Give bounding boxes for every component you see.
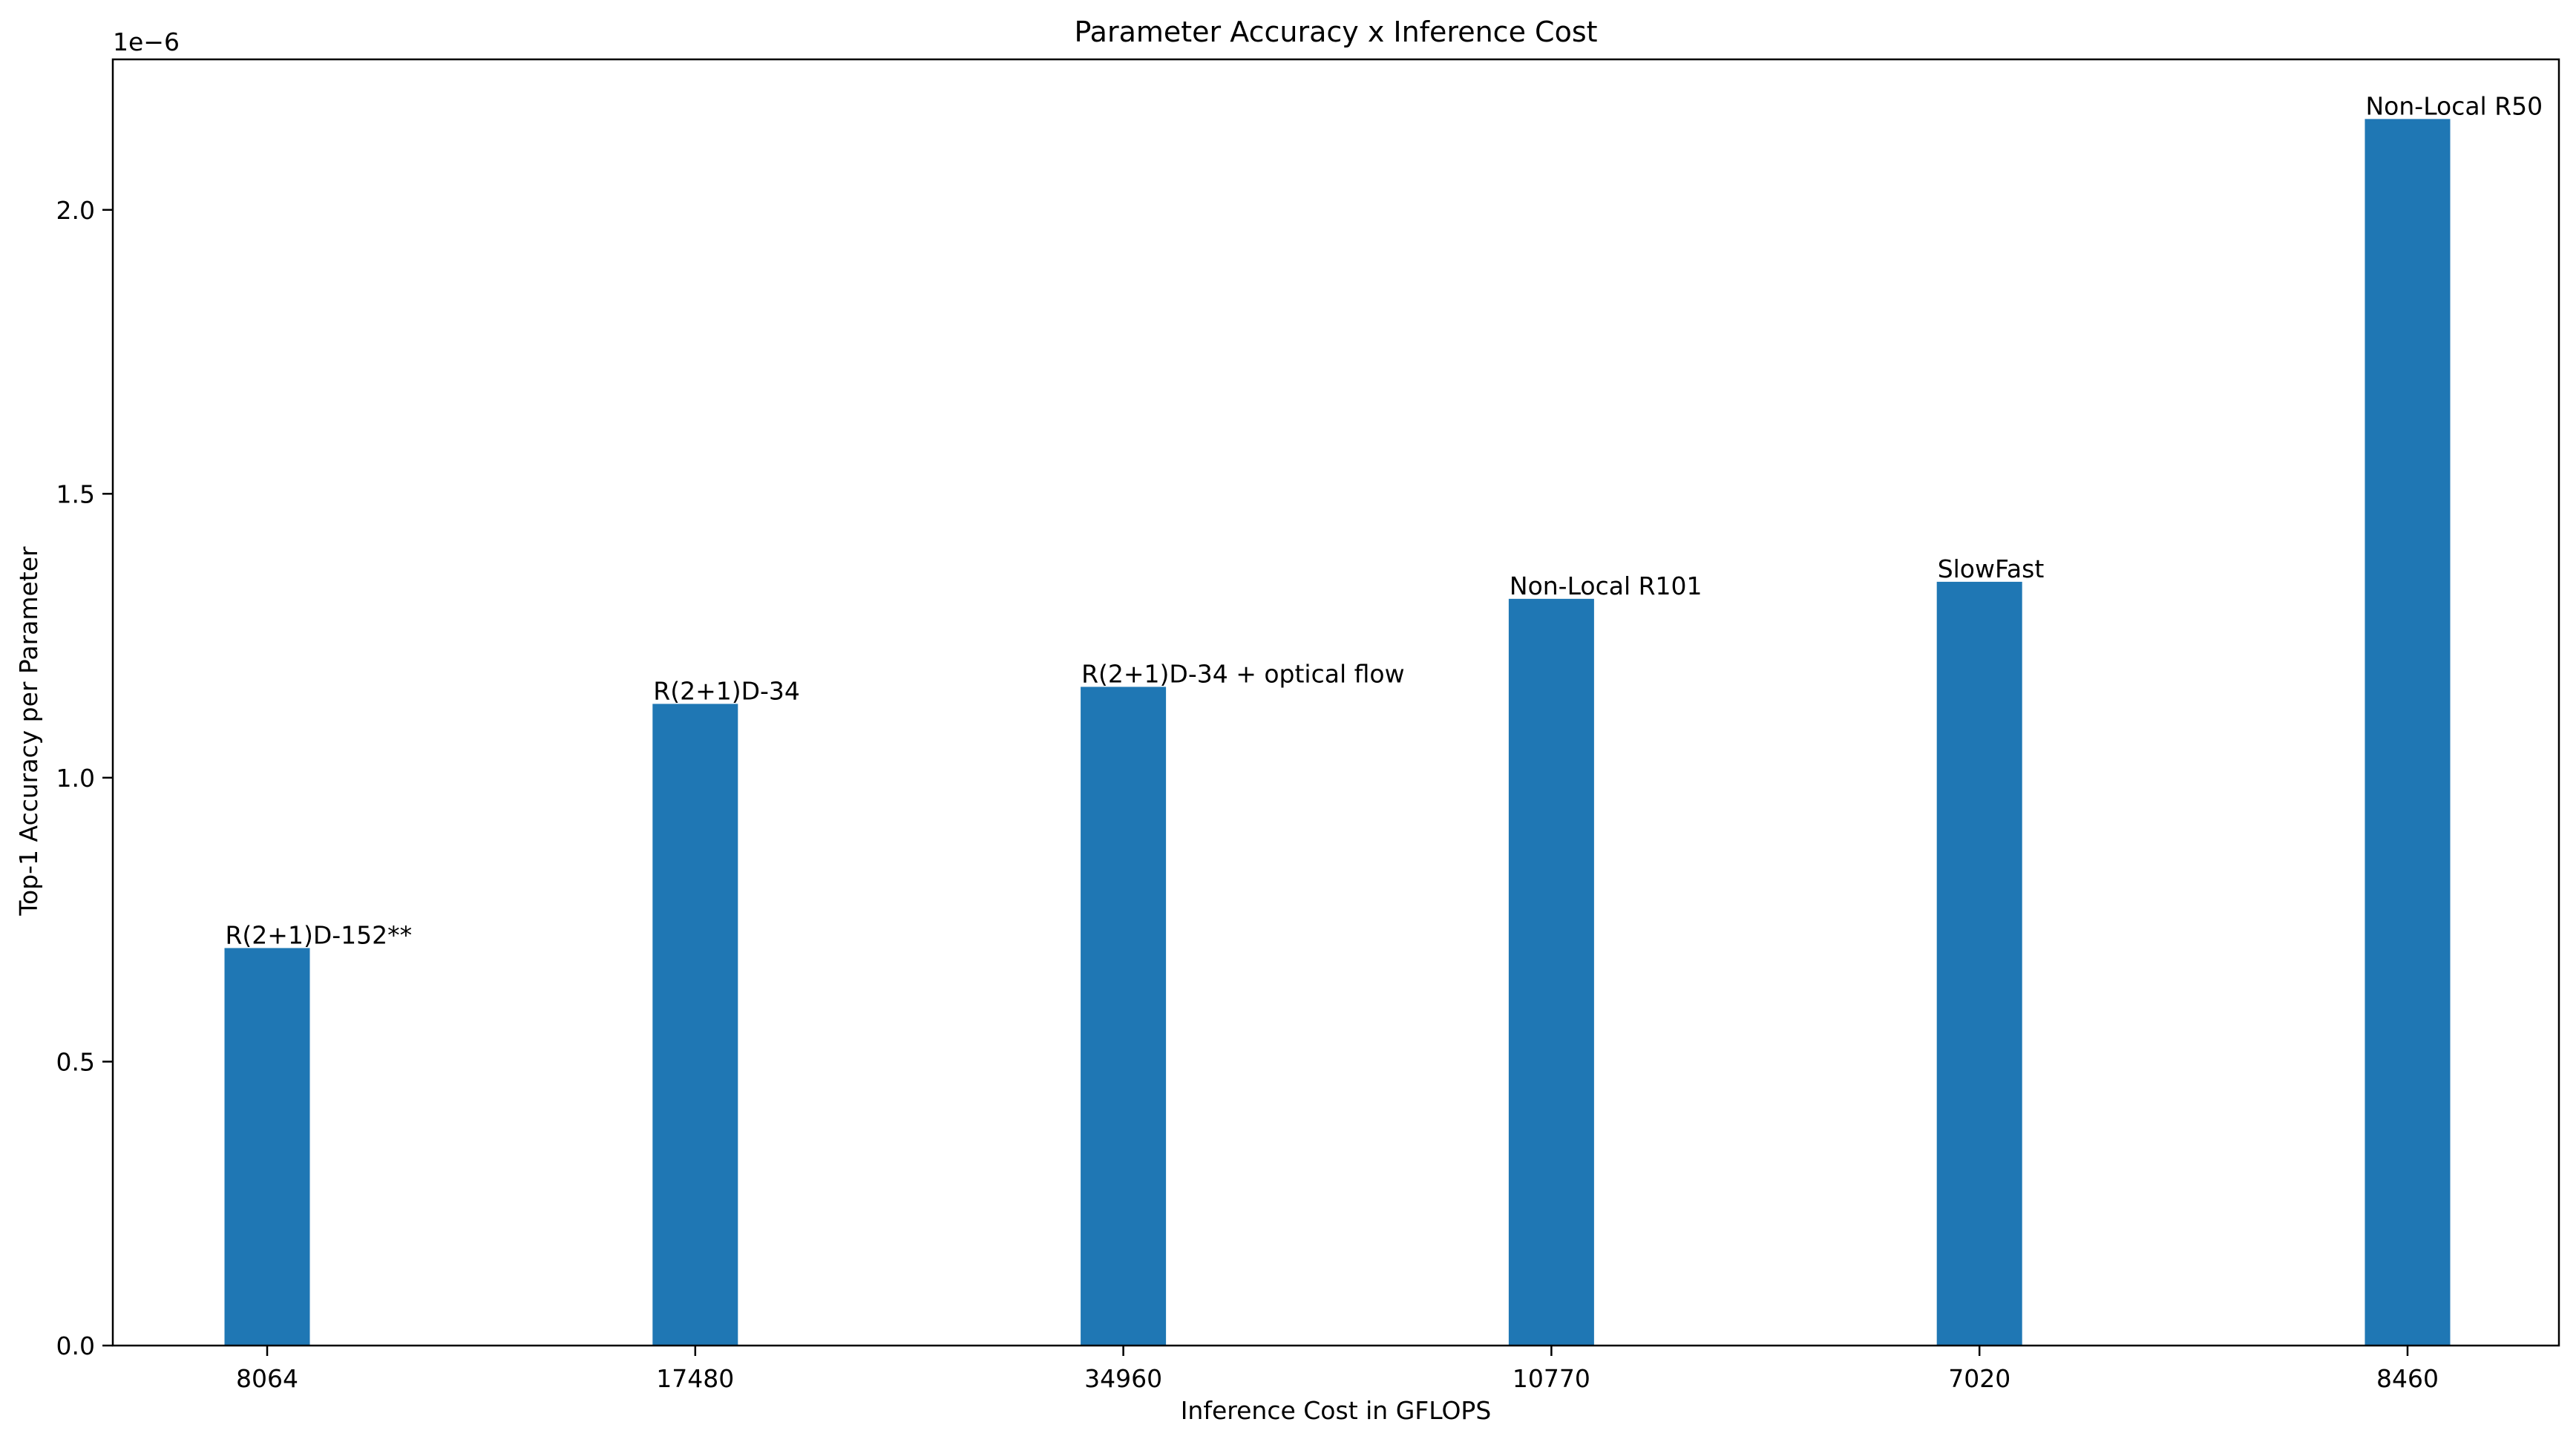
x-tick-label: 10770 <box>1513 1364 1590 1393</box>
y-tick-label: 2.0 <box>56 196 95 225</box>
bar-data-label: R(2+1)D-34 <box>653 676 800 705</box>
x-tick-label: 8460 <box>2376 1364 2439 1393</box>
bar-data-label: R(2+1)D-34 + optical flow <box>1081 659 1405 688</box>
bar <box>652 704 738 1346</box>
bar-data-label: Non-Local R50 <box>2366 91 2543 120</box>
bar <box>1081 687 1167 1346</box>
bar-data-label: Non-Local R101 <box>1510 571 1702 600</box>
bar-data-label: SlowFast <box>1938 554 2045 583</box>
x-axis-label: Inference Cost in GFLOPS <box>1181 1396 1492 1425</box>
chart-marks: 0.0 0.5 1.0 1.5 2.0 8064 R(2+1)D-152** 17480 R(2… <box>56 91 2543 1393</box>
y-tick-label: 0.0 <box>56 1331 95 1360</box>
y-offset-label: 1e−6 <box>113 27 180 56</box>
bar <box>1936 581 2022 1346</box>
y-axis-label: Top-1 Accuracy per Parameter <box>14 546 43 917</box>
x-tick-label: 7020 <box>1948 1364 2010 1393</box>
plot-frame <box>111 58 2560 1347</box>
y-tick-label: 1.5 <box>56 479 95 508</box>
x-tick-label: 34960 <box>1084 1364 1162 1393</box>
y-tick-label: 1.0 <box>56 764 95 793</box>
x-tick-label: 17480 <box>656 1364 734 1393</box>
bar <box>2364 119 2451 1346</box>
y-tick-label: 0.5 <box>56 1047 95 1076</box>
bar <box>1508 598 1594 1346</box>
x-tick-label: 8064 <box>236 1364 298 1393</box>
chart-title: Parameter Accuracy x Inference Cost <box>1074 16 1597 48</box>
bar <box>224 948 310 1346</box>
bar-data-label: R(2+1)D-152** <box>226 920 413 949</box>
